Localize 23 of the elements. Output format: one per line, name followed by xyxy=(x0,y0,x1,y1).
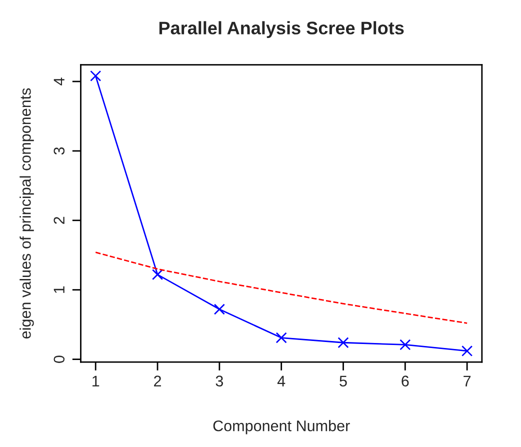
point xyxy=(214,304,225,315)
y-tick-label: 3 xyxy=(54,147,65,155)
point xyxy=(462,345,473,357)
x-tick-label: 5 xyxy=(340,376,347,386)
point xyxy=(152,269,164,280)
y-tick-label: 1 xyxy=(54,286,64,293)
x-tick-label: 2 xyxy=(154,376,162,386)
x-tick-label: 1 xyxy=(92,376,100,386)
y-tick-label: 0 xyxy=(54,356,65,363)
chart-title: Parallel Analysis Scree Plots xyxy=(159,21,404,38)
line-series xyxy=(94,252,468,324)
point xyxy=(90,70,102,82)
y-tick-label: 2 xyxy=(54,216,64,224)
y-tick-label: 4 xyxy=(54,78,64,86)
x-tick-label: 4 xyxy=(277,376,286,386)
x-tick-label: 6 xyxy=(402,376,409,386)
point xyxy=(400,339,411,350)
x-tick-label: 3 xyxy=(216,376,224,386)
y-axis-title: eigen values of principal components xyxy=(20,88,34,338)
point xyxy=(338,337,349,348)
x-tick-label: 7 xyxy=(464,376,471,386)
point xyxy=(276,332,287,344)
x-axis-title: Component Number xyxy=(213,420,350,434)
